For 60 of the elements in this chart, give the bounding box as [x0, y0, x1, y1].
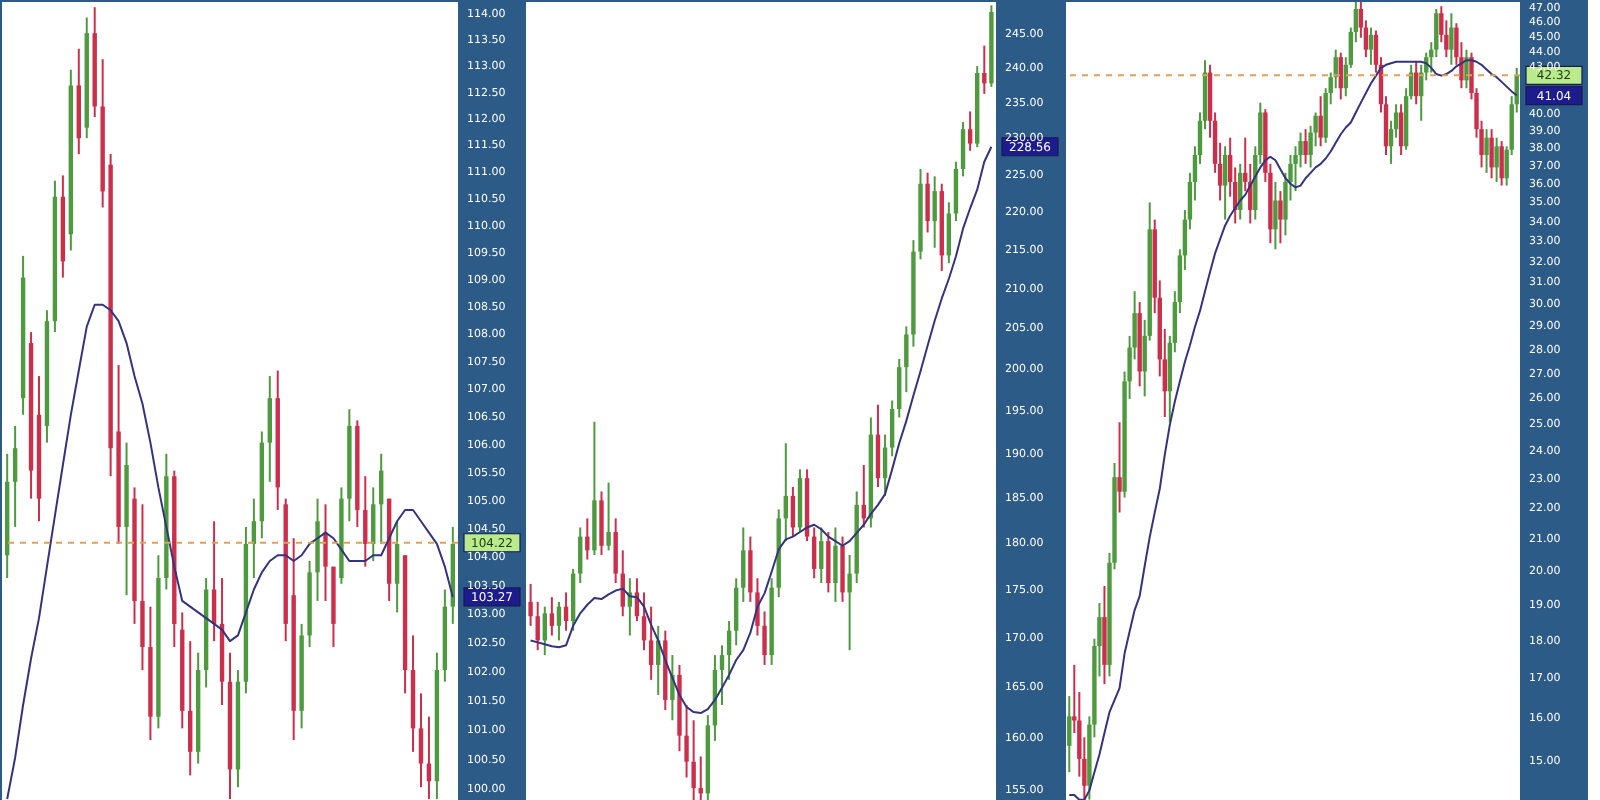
candlestick — [733, 577, 739, 647]
candlestick — [726, 620, 732, 681]
candlestick — [1303, 128, 1308, 165]
candlestick — [982, 44, 987, 95]
candlestick — [719, 644, 725, 706]
candlestick — [599, 490, 604, 556]
candlestick — [889, 399, 895, 458]
candlestick — [967, 110, 973, 152]
candlestick — [140, 503, 145, 672]
candlestick — [1489, 128, 1494, 180]
candlestick — [542, 605, 547, 657]
candlestick — [925, 171, 930, 234]
candlestick — [1273, 180, 1278, 251]
candlestick — [932, 175, 937, 249]
candlestick — [875, 403, 881, 489]
candlestick — [1494, 136, 1499, 183]
candlestick — [833, 526, 838, 603]
candlestick — [418, 692, 424, 789]
candlestick — [1117, 421, 1122, 514]
candlestick — [840, 535, 845, 603]
candlestick — [826, 531, 831, 594]
candlestick — [549, 596, 555, 637]
candlestick — [847, 553, 852, 652]
candlestick — [556, 600, 562, 642]
line-series — [529, 145, 993, 715]
candlestick — [1338, 51, 1343, 101]
candlestick — [641, 591, 647, 652]
candlestick — [1278, 190, 1283, 245]
candlestick — [670, 654, 675, 722]
candlestick — [648, 605, 654, 681]
candlestick — [188, 640, 193, 777]
candlestick — [1484, 128, 1489, 174]
candlestick — [1222, 145, 1228, 221]
candlestick — [1398, 103, 1404, 157]
line-series — [6, 303, 454, 800]
candlestick — [1499, 140, 1504, 187]
candlestick — [1067, 695, 1072, 774]
candlestick — [811, 526, 817, 580]
candlestick — [363, 475, 368, 568]
candlestick — [960, 121, 966, 178]
candlestick — [570, 567, 576, 632]
candlestick — [819, 526, 824, 584]
candlestick — [585, 517, 590, 561]
candlestick — [1318, 95, 1323, 148]
candlestick — [267, 375, 272, 483]
candlestick — [12, 424, 18, 528]
candlestick — [323, 503, 328, 602]
candlestick — [1449, 12, 1454, 66]
candlestick — [1464, 48, 1469, 90]
candlestick — [394, 520, 400, 614]
candlestick — [1102, 584, 1107, 686]
candlestick — [578, 526, 583, 584]
candlestick — [606, 481, 611, 552]
candlestick — [613, 517, 618, 584]
candlestick — [897, 357, 902, 419]
candlestick — [741, 526, 746, 603]
line-series — [1068, 59, 1518, 800]
candlestick — [1368, 26, 1374, 66]
candlestick — [762, 610, 767, 666]
candlestick — [953, 160, 959, 223]
